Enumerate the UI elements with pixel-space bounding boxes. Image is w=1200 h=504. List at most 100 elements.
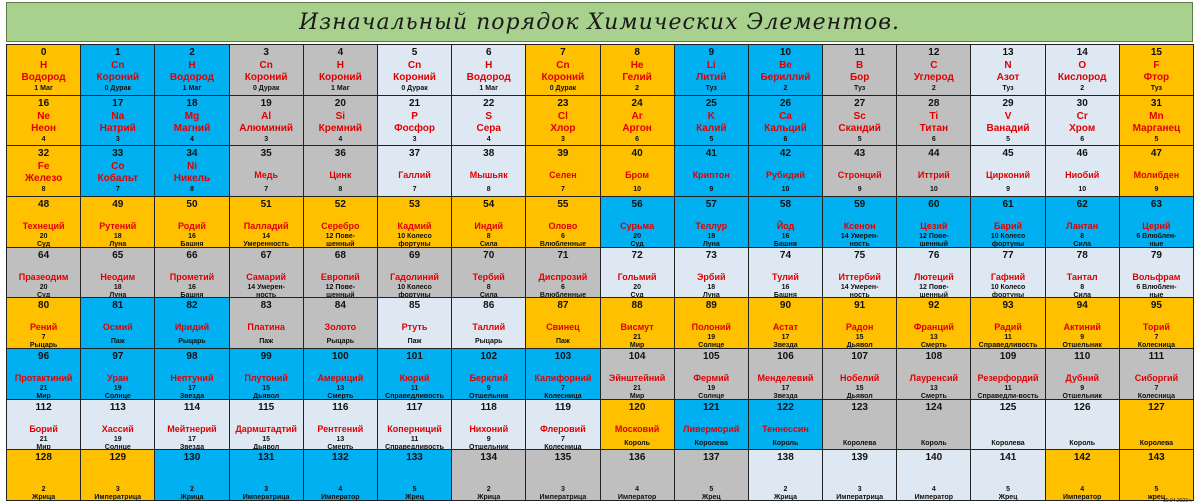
element-cell-85: 85 Ртуть Паж — [377, 298, 453, 349]
element-name: Нихоний — [469, 423, 509, 434]
element-cell-18: 18 Mg Магний 4 — [155, 95, 230, 147]
tarot-label: 1 Маг — [182, 85, 202, 92]
element-number: 95 — [1150, 300, 1162, 312]
element-number: 92 — [928, 300, 940, 312]
tarot-label: 6 Влюбленные — [539, 283, 586, 299]
element-cell-14: 14 O Кислород 2 — [1045, 45, 1120, 96]
element-cell-41: 41 Криптон 9 — [674, 146, 749, 197]
tarot-label: 18 Луна — [702, 233, 720, 248]
element-name: Стронций — [837, 170, 882, 181]
element-cell-75: 75 Иттербий 14 Умерен-ность — [823, 247, 898, 299]
element-number: 86 — [483, 300, 495, 312]
element-number: 79 — [1150, 249, 1162, 261]
tarot-label: Королева — [694, 439, 728, 447]
element-cell-105: 105 Фермий 19 Солнце — [674, 349, 749, 400]
element-number: 111 — [1148, 351, 1165, 362]
element-cell-86: 86 Таллий Рыцарь — [452, 298, 527, 349]
element-cell-77: 77 Гафний 10 Колесо фортуны — [971, 247, 1046, 299]
element-number: 6 — [485, 47, 492, 58]
tarot-label: 3 Императрица — [94, 486, 142, 501]
element-cell-106: 106 Менделевий 17 Звезда — [748, 349, 824, 400]
element-number: 97 — [112, 351, 124, 362]
element-number: 121 — [702, 401, 720, 413]
tarot-label: 8 — [41, 186, 46, 194]
element-number: 7 — [560, 47, 566, 58]
element-number: 96 — [38, 351, 50, 362]
element-cell-94: 94 Актиний 9 Отшельник — [1045, 298, 1120, 349]
element-number: 94 — [1076, 300, 1088, 312]
element-symbol: Cn — [111, 60, 125, 71]
element-number: 15 — [1150, 47, 1162, 58]
element-cell-63: 63 Церий 6 Влюблен-ные — [1119, 197, 1194, 248]
element-number: 12 — [928, 47, 940, 58]
element-name: Рентгений — [317, 423, 364, 434]
element-cell-35: 35 Медь 7 — [229, 146, 304, 197]
element-name: Иридий — [174, 322, 210, 333]
element-cell-8: 8 He Гелий 2 — [600, 45, 675, 96]
element-name: Серебро — [321, 221, 360, 231]
tarot-label: Туз — [705, 85, 717, 92]
element-name: Калий — [696, 122, 727, 134]
element-symbol: Si — [335, 110, 346, 122]
tarot-label: Паж — [110, 338, 125, 346]
element-cell-117: 117 Коперниций 11 Справедливость — [377, 399, 453, 451]
element-cell-29: 29 V Ванадий 5 — [971, 95, 1046, 147]
element-name: Америций — [317, 373, 364, 383]
tarot-label: 17 Звезда — [179, 385, 205, 400]
element-cell-88: 88 Висмут 21 Мир — [600, 298, 675, 349]
tarot-label: 5 — [1154, 135, 1159, 143]
element-number: 126 — [1073, 401, 1091, 413]
tarot-label: 2 — [931, 85, 936, 92]
tarot-label: 3 — [560, 135, 565, 143]
tarot-label: 5 жрец — [1147, 486, 1166, 501]
tarot-label: 5 Жрец — [701, 486, 721, 501]
element-number: 88 — [631, 300, 643, 312]
element-number: 78 — [1076, 249, 1088, 261]
tarot-label: 13 Смерть — [920, 334, 947, 349]
element-symbol: C — [930, 60, 938, 71]
element-name: Кюрий — [399, 373, 430, 383]
tarot-label: 12 Пове-шенный — [325, 233, 356, 248]
tarot-label: 20 Суд — [36, 283, 51, 299]
element-number: 122 — [777, 401, 794, 413]
element-number: 69 — [408, 249, 421, 261]
element-cell-53: 53 Кадмий 10 Колесо фортуны — [377, 197, 453, 248]
element-name: Тербий — [472, 271, 505, 282]
element-symbol: P — [411, 110, 418, 122]
tarot-label: 2 — [635, 85, 640, 92]
tarot-label: 14 Умерен-ность — [840, 233, 879, 248]
date-stamp: 30.04.2023 г. — [1162, 498, 1192, 504]
element-number: 62 — [1076, 199, 1088, 210]
element-cell-71: 71 Диспрозий 6 Влюбленные — [526, 247, 601, 299]
element-number: 57 — [705, 199, 717, 210]
tarot-label: 4 — [486, 135, 491, 143]
element-cell-59: 59 Ксенон 14 Умерен-ность — [823, 197, 898, 248]
tarot-label: 10 Колесо фортуны — [397, 233, 432, 248]
element-cell-102: 102 Берклий 9 Отшельник — [452, 349, 527, 400]
element-symbol: Ne — [37, 110, 50, 122]
tarot-label: 8 — [486, 186, 491, 194]
element-name: Европий — [320, 271, 360, 282]
element-number: 138 — [777, 452, 794, 464]
element-name: Кислород — [1057, 72, 1107, 83]
element-name: Свинец — [546, 322, 580, 333]
tarot-label: 0 Дурак — [549, 85, 577, 92]
element-cell-28: 28 Ti Титан 6 — [897, 95, 972, 147]
element-cell-21: 21 P Фосфор 3 — [377, 95, 453, 147]
element-cell-42: 42 Рубидий 10 — [748, 146, 824, 197]
element-cell-95: 95 Торий 7 Колесница — [1119, 298, 1194, 349]
element-cell-125: 125 Королева — [971, 399, 1046, 451]
tarot-label: 6 Влюблен-ные — [1136, 283, 1177, 299]
element-number: 9 — [708, 47, 715, 58]
element-number: 46 — [1076, 148, 1088, 160]
tarot-label: 0 Дурак — [252, 85, 280, 92]
element-name: Криптон — [692, 170, 730, 181]
element-cell-118: 118 Нихоний 9 Отшельник — [452, 399, 527, 451]
tarot-label: 1 Маг — [479, 85, 498, 92]
element-name: Азот — [996, 72, 1020, 83]
element-cell-109: 109 Резерфордий 11 Справедли-вость — [971, 349, 1046, 400]
element-name: Медь — [254, 170, 279, 181]
element-name: Кадмий — [397, 221, 432, 231]
element-name: Ксенон — [843, 221, 876, 231]
tarot-label: 19 Солнце — [104, 385, 131, 400]
